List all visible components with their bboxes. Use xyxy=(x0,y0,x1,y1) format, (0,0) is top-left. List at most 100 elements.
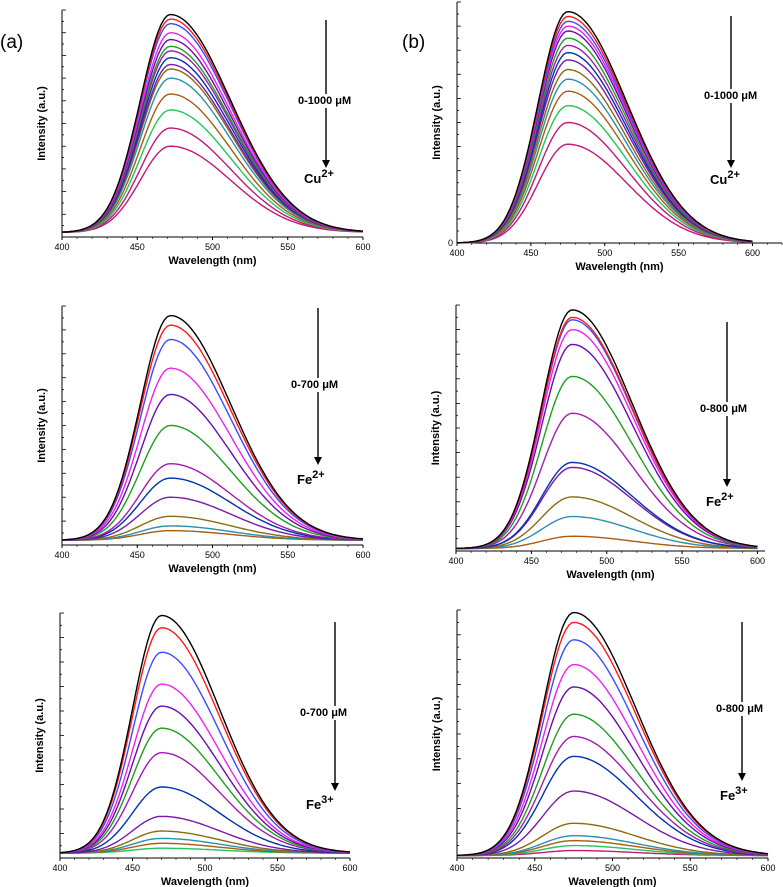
spectrum-line xyxy=(456,121,753,244)
spectrum-line xyxy=(61,314,364,541)
concentration-label: 0-700 μM xyxy=(300,707,347,719)
ion-label: Cu2+ xyxy=(710,169,740,187)
spectrum-line xyxy=(456,375,758,550)
spectrum-line xyxy=(455,316,758,550)
x-tick-label: 400 xyxy=(52,863,67,873)
x-tick-label: 500 xyxy=(597,248,612,258)
spectrum-line xyxy=(61,127,364,233)
x-tick-label: 600 xyxy=(342,863,357,873)
spectrum-line xyxy=(455,309,758,550)
spectrum-line xyxy=(456,90,753,244)
y-axis-title: Intensity (a.u.) xyxy=(430,390,442,465)
ion-charge: 2+ xyxy=(321,168,334,180)
y-axis-title: Intensity (a.u.) xyxy=(34,698,46,773)
x-tick-label: 450 xyxy=(523,248,538,258)
label-backdrop xyxy=(715,702,765,716)
ion-symbol: Fe xyxy=(720,788,735,803)
ion-charge: 3+ xyxy=(735,785,748,797)
ion-symbol: Fe xyxy=(306,797,321,812)
label-backdrop xyxy=(297,94,353,108)
x-axis-title: Wavelength (nm) xyxy=(168,563,257,575)
x-tick-label: 550 xyxy=(280,242,295,252)
ion-charge: 2+ xyxy=(721,491,734,503)
spectrum-line xyxy=(457,735,769,857)
x-axis-title: Wavelength (nm) xyxy=(575,261,664,273)
spectrum-line xyxy=(62,93,364,233)
spectrum-line xyxy=(457,822,769,857)
x-tick-label: 450 xyxy=(524,556,539,566)
x-tick-label: 550 xyxy=(675,556,690,566)
x-tick-label: 500 xyxy=(599,556,614,566)
spectrum-line xyxy=(456,461,758,550)
x-tick-label: 400 xyxy=(449,248,464,258)
x-tick-label: 550 xyxy=(671,248,686,258)
trend-arrow-head xyxy=(322,160,330,168)
concentration-label: 0-800 μM xyxy=(716,703,763,715)
x-tick-label: 600 xyxy=(355,242,370,252)
chart-b2: 400 450 500 550 600 Wavelength (nm) Intensity … xyxy=(430,304,765,581)
spectrum-line xyxy=(61,22,364,233)
x-axis-title: Wavelength (nm) xyxy=(566,569,655,581)
spectrum-line xyxy=(62,424,364,541)
spectrum-line xyxy=(456,535,758,550)
ion-symbol: Fe xyxy=(297,472,312,487)
y-axis-title: Intensity (a.u.) xyxy=(36,86,48,161)
spectrum-line xyxy=(456,343,758,550)
spectrum-line xyxy=(456,663,769,857)
spectrum-line xyxy=(456,20,753,244)
spectrum-line xyxy=(456,713,769,857)
ion-label: Cu2+ xyxy=(304,168,334,186)
spectrum-line xyxy=(456,496,758,550)
spectrum-line xyxy=(457,835,769,857)
x-tick-label: 450 xyxy=(130,242,145,252)
x-axis-title: Wavelength (nm) xyxy=(168,255,257,267)
trend-arrow-head xyxy=(331,783,339,791)
panel-label-a: (a) xyxy=(0,32,23,53)
trend-arrow-head xyxy=(723,479,731,487)
spectrum-line xyxy=(457,755,769,857)
spectrum-line xyxy=(61,18,364,233)
ion-label: Fe2+ xyxy=(706,491,734,509)
x-axis-title: Wavelength (nm) xyxy=(568,876,657,887)
x-axis-title: Wavelength (nm) xyxy=(161,876,250,887)
x-tick-label: 400 xyxy=(448,556,463,566)
y-axis-title: Intensity (a.u.) xyxy=(36,388,48,463)
x-tick-label: 400 xyxy=(54,550,69,560)
spectrum-line xyxy=(455,412,758,550)
ion-symbol: Cu xyxy=(304,171,321,186)
panel-label-b: (b) xyxy=(402,32,425,53)
x-tick-label: 450 xyxy=(527,863,542,873)
spectrum-line xyxy=(456,686,769,857)
x-tick-label: 500 xyxy=(205,242,220,252)
spectrum-line xyxy=(61,367,364,541)
concentration-label: 0-1000 μM xyxy=(298,95,351,107)
ion-label: Fe3+ xyxy=(720,785,748,803)
ion-symbol: Fe xyxy=(706,494,721,509)
spectrum-line xyxy=(61,338,364,541)
trend-arrow-head xyxy=(314,457,322,465)
spectrum-line xyxy=(59,614,351,854)
spectrum-line xyxy=(59,751,351,854)
x-tick-label: 550 xyxy=(683,863,698,873)
spectrum-line xyxy=(59,727,351,854)
concentration-label: 0-700 μM xyxy=(291,379,338,391)
x-tick-label: 400 xyxy=(54,242,69,252)
spectrum-line xyxy=(59,786,351,854)
x-tick-label: 500 xyxy=(605,863,620,873)
spectrum-line xyxy=(61,50,364,233)
chart-b3: 400 450 500 550 600 Wavelength (nm) Intensity … xyxy=(431,609,776,887)
spectrum-line xyxy=(456,30,753,244)
chart-a2: 400 450 500 550 600 Wavelength (nm) Intensity … xyxy=(36,305,371,575)
spectrum-line xyxy=(62,515,363,541)
spectrum-line xyxy=(61,56,364,233)
spectrum-line xyxy=(457,143,753,244)
trend-arrow-head xyxy=(727,160,735,168)
spectrum-line xyxy=(62,462,364,541)
spectrum-line xyxy=(456,639,769,856)
x-tick-label: 450 xyxy=(130,550,145,560)
spectrum-line xyxy=(456,515,758,550)
spectrum-line xyxy=(61,393,364,541)
ion-charge: 3+ xyxy=(321,794,334,806)
spectrum-line xyxy=(456,790,769,857)
